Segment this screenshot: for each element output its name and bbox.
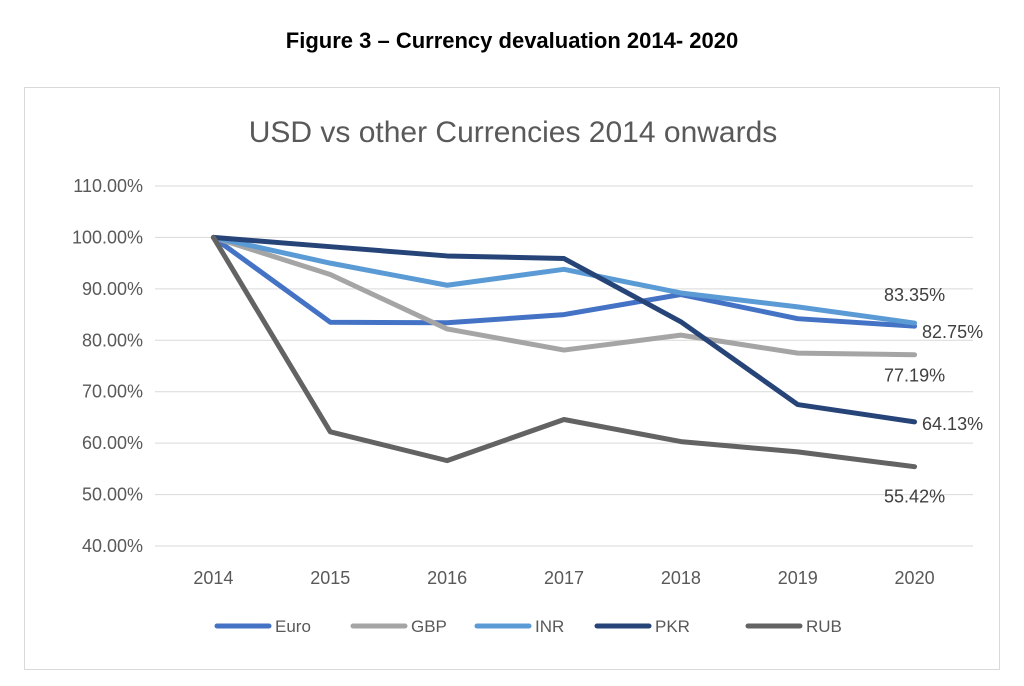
data-label-gbp: 77.19% [884,366,945,386]
x-tick-label: 2020 [895,568,935,588]
series-line-inr [210,234,918,326]
series-line-euro [210,234,918,329]
y-tick-label: 50.00% [82,485,143,505]
figure-caption: Figure 3 – Currency devaluation 2014- 20… [285,28,739,53]
data-label-inr: 83.35% [884,285,945,305]
line-chart: USD vs other Currencies 2014 onwards 40.… [72,116,983,636]
data-label-pkr: 64.13% [922,414,983,434]
y-tick-label: 40.00% [82,536,143,556]
x-tick-label: 2014 [193,568,233,588]
data-label-euro: 82.75% [922,322,983,342]
x-axis-ticks: 2014 2015 2016 2017 2018 2019 2020 [193,568,934,588]
legend-label-gbp: GBP [411,617,447,636]
chart-frame: USD vs other Currencies 2014 onwards 40.… [24,87,1000,670]
legend: Euro GBP INR PKR RUB [214,617,842,636]
x-tick-label: 2016 [427,568,467,588]
chart-title: USD vs other Currencies 2014 onwards [249,116,778,149]
y-tick-label: 70.00% [82,382,143,402]
y-tick-label: 80.00% [82,330,143,350]
x-tick-label: 2015 [310,568,350,588]
y-tick-label: 100.00% [72,227,143,247]
legend-label-inr: INR [535,617,564,636]
legend-label-pkr: PKR [655,617,690,636]
y-axis-ticks: 40.00% 50.00% 60.00% 70.00% 80.00% 90.00% 100.… [72,176,143,556]
x-tick-label: 2017 [544,568,584,588]
y-tick-label: 90.00% [82,279,143,299]
x-tick-label: 2019 [778,568,818,588]
gridlines [155,185,973,547]
y-tick-label: 110.00% [73,176,143,196]
series-lines [210,234,918,470]
data-labels: 83.35% 82.75% 77.19% 64.13% 55.42% [884,285,983,507]
legend-label-euro: Euro [275,617,311,636]
series-line-pkr [210,234,918,425]
x-tick-label: 2018 [661,568,701,588]
series-line-gbp [210,234,918,358]
legend-label-rub: RUB [806,617,842,636]
series-line-rub [210,234,918,470]
data-label-rub: 55.42% [884,487,945,507]
y-tick-label: 60.00% [82,433,143,453]
